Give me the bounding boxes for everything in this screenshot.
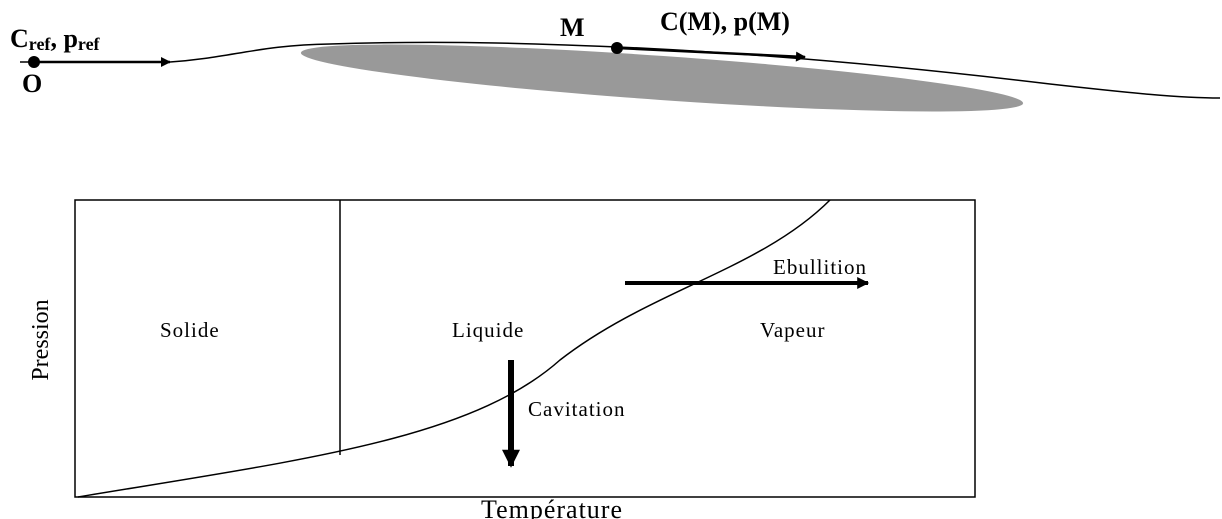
sub: ref: [29, 34, 52, 54]
origin-point: [28, 56, 40, 68]
profile: [299, 31, 1024, 125]
x-axis-label: Température: [481, 495, 623, 519]
m-point: [611, 42, 623, 54]
c: C: [10, 24, 29, 53]
diagram: Cref, pref O M C(M), p(M) Solide Liquide…: [0, 0, 1222, 519]
ref-label: Cref, pref: [10, 24, 101, 54]
vapor-curve: [78, 200, 830, 497]
m-label: M: [560, 13, 585, 42]
frame: [75, 200, 975, 497]
sep: ,: [50, 24, 63, 53]
p: p: [63, 24, 77, 53]
y-axis-label: Pression: [28, 299, 54, 380]
region-label: Vapeur: [760, 318, 825, 342]
cavitation-label: Cavitation: [528, 397, 626, 421]
cm-label: C(M), p(M): [660, 7, 790, 36]
region-label: Liquide: [452, 318, 524, 342]
origin-label: O: [22, 69, 42, 98]
ebullition-label: Ebullition: [773, 255, 867, 279]
sub: ref: [78, 34, 101, 54]
region-label: Solide: [160, 318, 220, 342]
